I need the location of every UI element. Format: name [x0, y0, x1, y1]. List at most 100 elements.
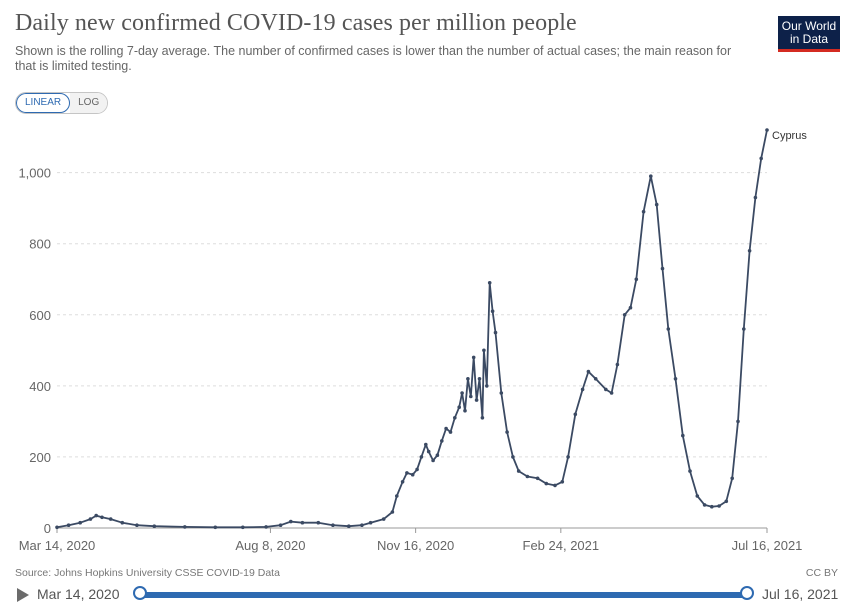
data-point [453, 416, 457, 420]
data-point [742, 327, 746, 331]
timeline-slider: Mar 14, 2020 Jul 16, 2021 [15, 584, 840, 606]
y-tick-label: 400 [29, 379, 51, 394]
data-point [88, 517, 93, 521]
data-point [419, 455, 424, 459]
data-point [505, 430, 509, 434]
data-point [463, 408, 467, 413]
data-point [730, 476, 734, 481]
data-point [573, 412, 578, 417]
data-point [593, 377, 598, 381]
data-point [628, 305, 633, 310]
owid-logo[interactable]: Our World in Data [778, 16, 840, 52]
data-point [487, 281, 492, 285]
data-point [460, 391, 464, 395]
data-point [688, 469, 692, 473]
data-point [710, 504, 714, 509]
series-label-cyprus: Cyprus [772, 130, 807, 142]
timeline-start-label: Mar 14, 2020 [37, 586, 120, 602]
x-tick-label: Mar 14, 2020 [19, 538, 96, 553]
data-point [300, 520, 305, 525]
x-tick-label: Aug 8, 2020 [235, 538, 305, 553]
data-point [120, 520, 125, 525]
data-point [641, 209, 646, 214]
data-point [466, 377, 470, 381]
data-point [390, 510, 395, 514]
data-point [405, 471, 409, 475]
data-point [264, 525, 268, 529]
data-point [94, 513, 98, 518]
data-point [78, 520, 82, 525]
data-point [108, 517, 113, 521]
data-point [499, 391, 504, 395]
data-point [424, 442, 428, 447]
data-point [634, 277, 639, 282]
data-point [736, 419, 740, 424]
data-point [724, 499, 729, 504]
data-point [360, 523, 364, 527]
scale-toggle: LINEAR LOG [15, 92, 109, 114]
data-point [469, 394, 473, 399]
data-point [747, 249, 752, 253]
data-point [759, 156, 763, 161]
data-point [55, 525, 59, 530]
source-note[interactable]: Source: Johns Hopkins University CSSE CO… [15, 567, 280, 579]
y-tick-label: 600 [29, 308, 51, 323]
logo-line-2: in Data [789, 32, 829, 46]
data-point [368, 520, 373, 525]
data-point [474, 398, 479, 402]
data-point [100, 515, 104, 520]
chart-title: Daily new confirmed COVID-19 cases per m… [15, 10, 577, 36]
license-label[interactable]: CC BY [805, 567, 838, 579]
data-point [566, 455, 570, 459]
data-point [525, 474, 530, 479]
data-point [400, 480, 405, 484]
data-point [152, 524, 157, 528]
data-point [241, 525, 245, 530]
play-icon[interactable] [17, 588, 29, 602]
data-point [544, 481, 549, 486]
y-tick-label: 800 [29, 237, 51, 252]
data-point [717, 504, 721, 508]
data-point [753, 195, 758, 200]
data-point [213, 525, 218, 530]
x-tick-label: Feb 24, 2021 [523, 538, 600, 553]
x-tick-label: Jul 16, 2021 [732, 538, 803, 553]
log-scale-button[interactable]: LOG [70, 93, 108, 113]
data-point [511, 455, 515, 459]
data-point [66, 523, 71, 527]
y-tick-label: 1,000 [18, 166, 51, 181]
data-point [316, 520, 321, 525]
timeline-end-label: Jul 16, 2021 [762, 586, 839, 602]
data-point [615, 362, 620, 367]
data-point [477, 377, 482, 381]
data-point [444, 426, 448, 431]
data-point [604, 387, 608, 392]
data-point [347, 524, 351, 528]
line-chart: 0 200 400 600 800 1,000 Mar 14, 2020 Aug 8, 202… [18, 128, 807, 553]
data-point [681, 433, 685, 438]
data-point [485, 384, 489, 388]
data-point [135, 523, 139, 527]
data-point [666, 327, 671, 331]
data-point [471, 355, 476, 360]
data-point [649, 174, 653, 178]
data-point [457, 405, 462, 410]
data-point [289, 519, 293, 524]
data-point [431, 458, 435, 463]
timeline-end-handle[interactable] [740, 586, 754, 600]
linear-scale-button[interactable]: LINEAR [16, 93, 71, 113]
data-point [490, 309, 495, 313]
data-point [580, 387, 585, 392]
chart-subtitle: Shown is the rolling 7-day average. The … [15, 44, 732, 73]
data-point [609, 391, 614, 395]
data-point [553, 483, 557, 488]
data-point [482, 348, 486, 353]
timeline-start-handle[interactable] [133, 586, 147, 600]
timeline-track[interactable] [140, 592, 747, 598]
data-point [516, 469, 521, 473]
y-tick-label: 0 [44, 521, 51, 536]
y-tick-label: 200 [29, 450, 51, 465]
data-point [695, 494, 700, 498]
data-point [278, 523, 283, 527]
x-tick-label: Nov 16, 2020 [377, 538, 454, 553]
